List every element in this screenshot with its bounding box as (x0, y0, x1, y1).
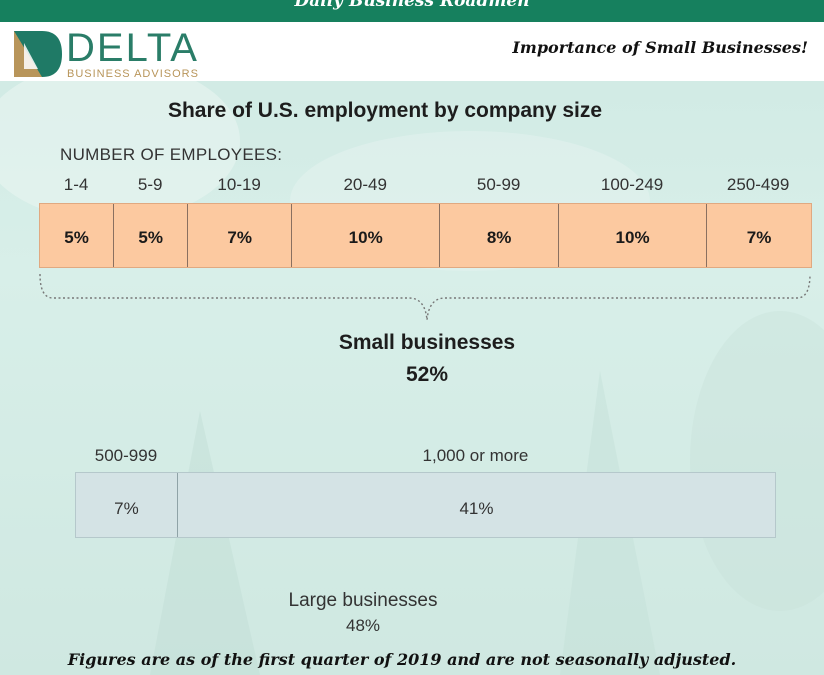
small-category-label: 1-4 (63, 175, 89, 194)
small-segment-7: 7% (707, 204, 811, 267)
small-category-label: 5-9 (137, 175, 163, 194)
small-value-label: 8% (486, 228, 512, 247)
header: DELTA BUSINESS ADVISORS Importance of Sm… (0, 22, 824, 81)
small-value-label: 5% (138, 228, 163, 247)
small-segment-6: 10% (559, 204, 708, 267)
small-businesses-total: 52% (405, 363, 449, 386)
small-segment-4: 10% (292, 204, 441, 267)
large-category-label: 1,000 or more (422, 446, 529, 465)
small-value-label: 10% (348, 228, 383, 247)
large-segment-1: 7% (76, 473, 178, 537)
small-segment-3: 7% (188, 204, 293, 267)
small-segment-5: 8% (440, 204, 559, 267)
small-business-bar: 5% 5% 7% 10% 8% 10% 7% (39, 203, 812, 268)
small-category-label: 50-99 (476, 175, 521, 194)
large-business-bar: 7% 41% (75, 472, 776, 538)
large-category-label: 500-999 (94, 446, 158, 465)
small-value-label: 7% (746, 228, 772, 247)
large-segment-2: 41% (178, 473, 775, 537)
small-value-label: 7% (227, 228, 252, 247)
small-value-label: 5% (64, 228, 89, 247)
chart-title: Share of U.S. employment by company size (167, 99, 603, 122)
small-category-label: 100-249 (600, 175, 664, 194)
header-tagline: Importance of Small Businesses! (512, 38, 808, 57)
brand-name: DELTA (66, 26, 199, 70)
small-category-label: 10-19 (217, 175, 261, 194)
banner-title: Daily Business Roadmen (294, 0, 530, 11)
large-value-label: 41% (459, 499, 494, 518)
small-category-label: 250-499 (726, 175, 790, 194)
footnote: Figures are as of the first quarter of 2… (67, 650, 737, 669)
large-businesses-title: Large businesses (288, 590, 438, 611)
small-value-label: 10% (615, 228, 650, 247)
small-segment-2: 5% (114, 204, 189, 267)
brand-subtitle: BUSINESS ADVISORS (67, 68, 199, 80)
top-banner: Daily Business Roadmen (0, 0, 824, 22)
large-businesses-total: 48% (345, 616, 381, 635)
employees-heading: NUMBER OF EMPLOYEES: (60, 145, 283, 164)
small-category-label: 20-49 (343, 175, 387, 194)
small-businesses-title: Small businesses (338, 331, 516, 354)
small-business-brace (39, 273, 811, 321)
delta-logo-icon (14, 31, 62, 77)
small-segment-1: 5% (40, 204, 115, 267)
large-value-label: 7% (114, 499, 139, 518)
